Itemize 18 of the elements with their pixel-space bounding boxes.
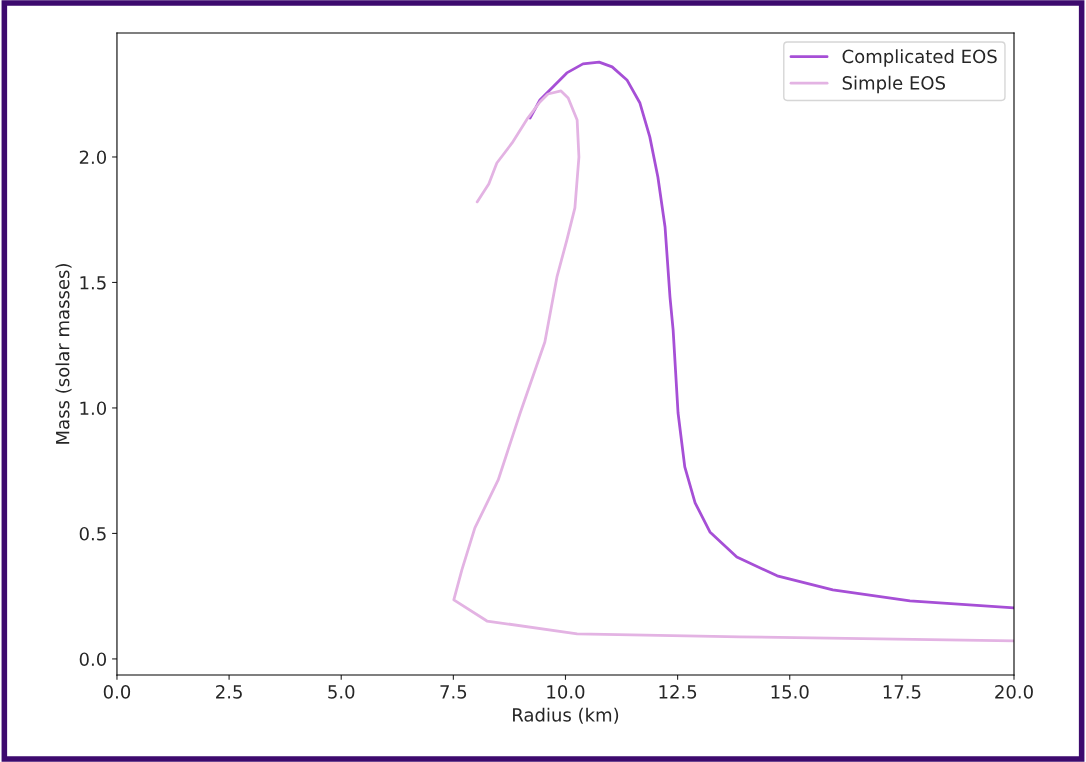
x-tick-label: 2.5 [216,685,242,699]
y-tick-label: 0.0 [79,652,107,667]
x-tick-label: 5.0 [328,685,355,699]
x-tick-label: 7.5 [440,685,467,699]
y-tick-label: 2.0 [79,150,107,165]
x-tick-label: 12.5 [659,685,697,699]
x-tick-label: 10.0 [547,685,585,699]
y-axis-title: Mass (solar masses) [55,264,72,444]
x-axis-title: Radius (km) [513,707,619,724]
y-tick-label: 1.0 [80,401,107,416]
x-tick-label: 17.5 [883,685,921,699]
legend-label: Simple EOS [842,75,946,94]
x-tick-label: 15.0 [771,685,809,699]
x-tick-label: 20.0 [995,685,1033,699]
y-tick-label: 1.5 [80,276,106,290]
x-tick-label: 0.0 [103,685,131,699]
y-tick-label: 0.5 [79,526,106,541]
legend-label: Complicated EOS [842,49,997,67]
